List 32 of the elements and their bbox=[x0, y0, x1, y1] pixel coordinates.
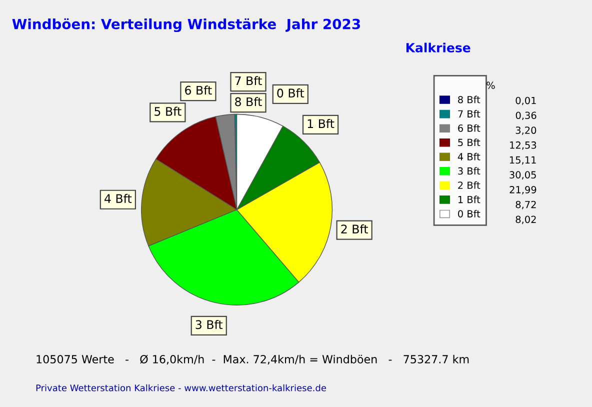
legend-label: 4 Bft bbox=[458, 152, 480, 160]
legend-label: 1 Bft bbox=[458, 196, 480, 204]
slice-label: 2 Bft bbox=[341, 224, 368, 234]
text: Private Wetterstation Kalkriese - www.wetterstation-kalkriese.de bbox=[36, 384, 326, 392]
slice-label: 3 Bft bbox=[196, 320, 223, 330]
data-label: 21,99 bbox=[510, 186, 536, 194]
chart-title: Windböen: Verteilung Windstärke Jahr 2023 bbox=[12, 18, 360, 32]
slice-label: 4 Bft bbox=[104, 194, 132, 203]
data-label: 3,20 bbox=[516, 126, 536, 135]
legend-label: 0 Bft bbox=[458, 210, 480, 218]
chart-subtitle: Kalkriese bbox=[406, 42, 470, 52]
data-label: 0,36 bbox=[516, 112, 536, 120]
data-label: 0,01 bbox=[516, 96, 536, 106]
legend-label: 6 Bft bbox=[458, 124, 480, 132]
legend-label: 7 Bft bbox=[458, 110, 480, 118]
legend-label: 2 Bft bbox=[458, 181, 480, 189]
slice-label: 7 Bft bbox=[235, 76, 262, 86]
legend-label: 5 Bft bbox=[458, 138, 480, 146]
slice-label: 0 Bft bbox=[277, 88, 304, 98]
legend-title: % bbox=[486, 82, 495, 90]
text: 105075 Werte - Ø 16,0km/h - Max. 72,4km/h = Windböen - 75327.7 km bbox=[36, 354, 469, 365]
slice-label: 6 Bft bbox=[185, 86, 212, 95]
slice-label: 8 Bft bbox=[235, 97, 262, 106]
legend-label: 8 Bft bbox=[458, 96, 480, 104]
data-label: 8,72 bbox=[516, 200, 536, 210]
data-label: 15,11 bbox=[510, 156, 536, 165]
slice-label: 5 Bft bbox=[154, 106, 182, 116]
legend-label: 3 Bft bbox=[458, 167, 480, 175]
data-label: 12,53 bbox=[510, 141, 536, 150]
data-label: 8,02 bbox=[516, 216, 536, 224]
slice-label: 1 Bft bbox=[308, 118, 334, 128]
data-label: 30,05 bbox=[510, 171, 536, 180]
